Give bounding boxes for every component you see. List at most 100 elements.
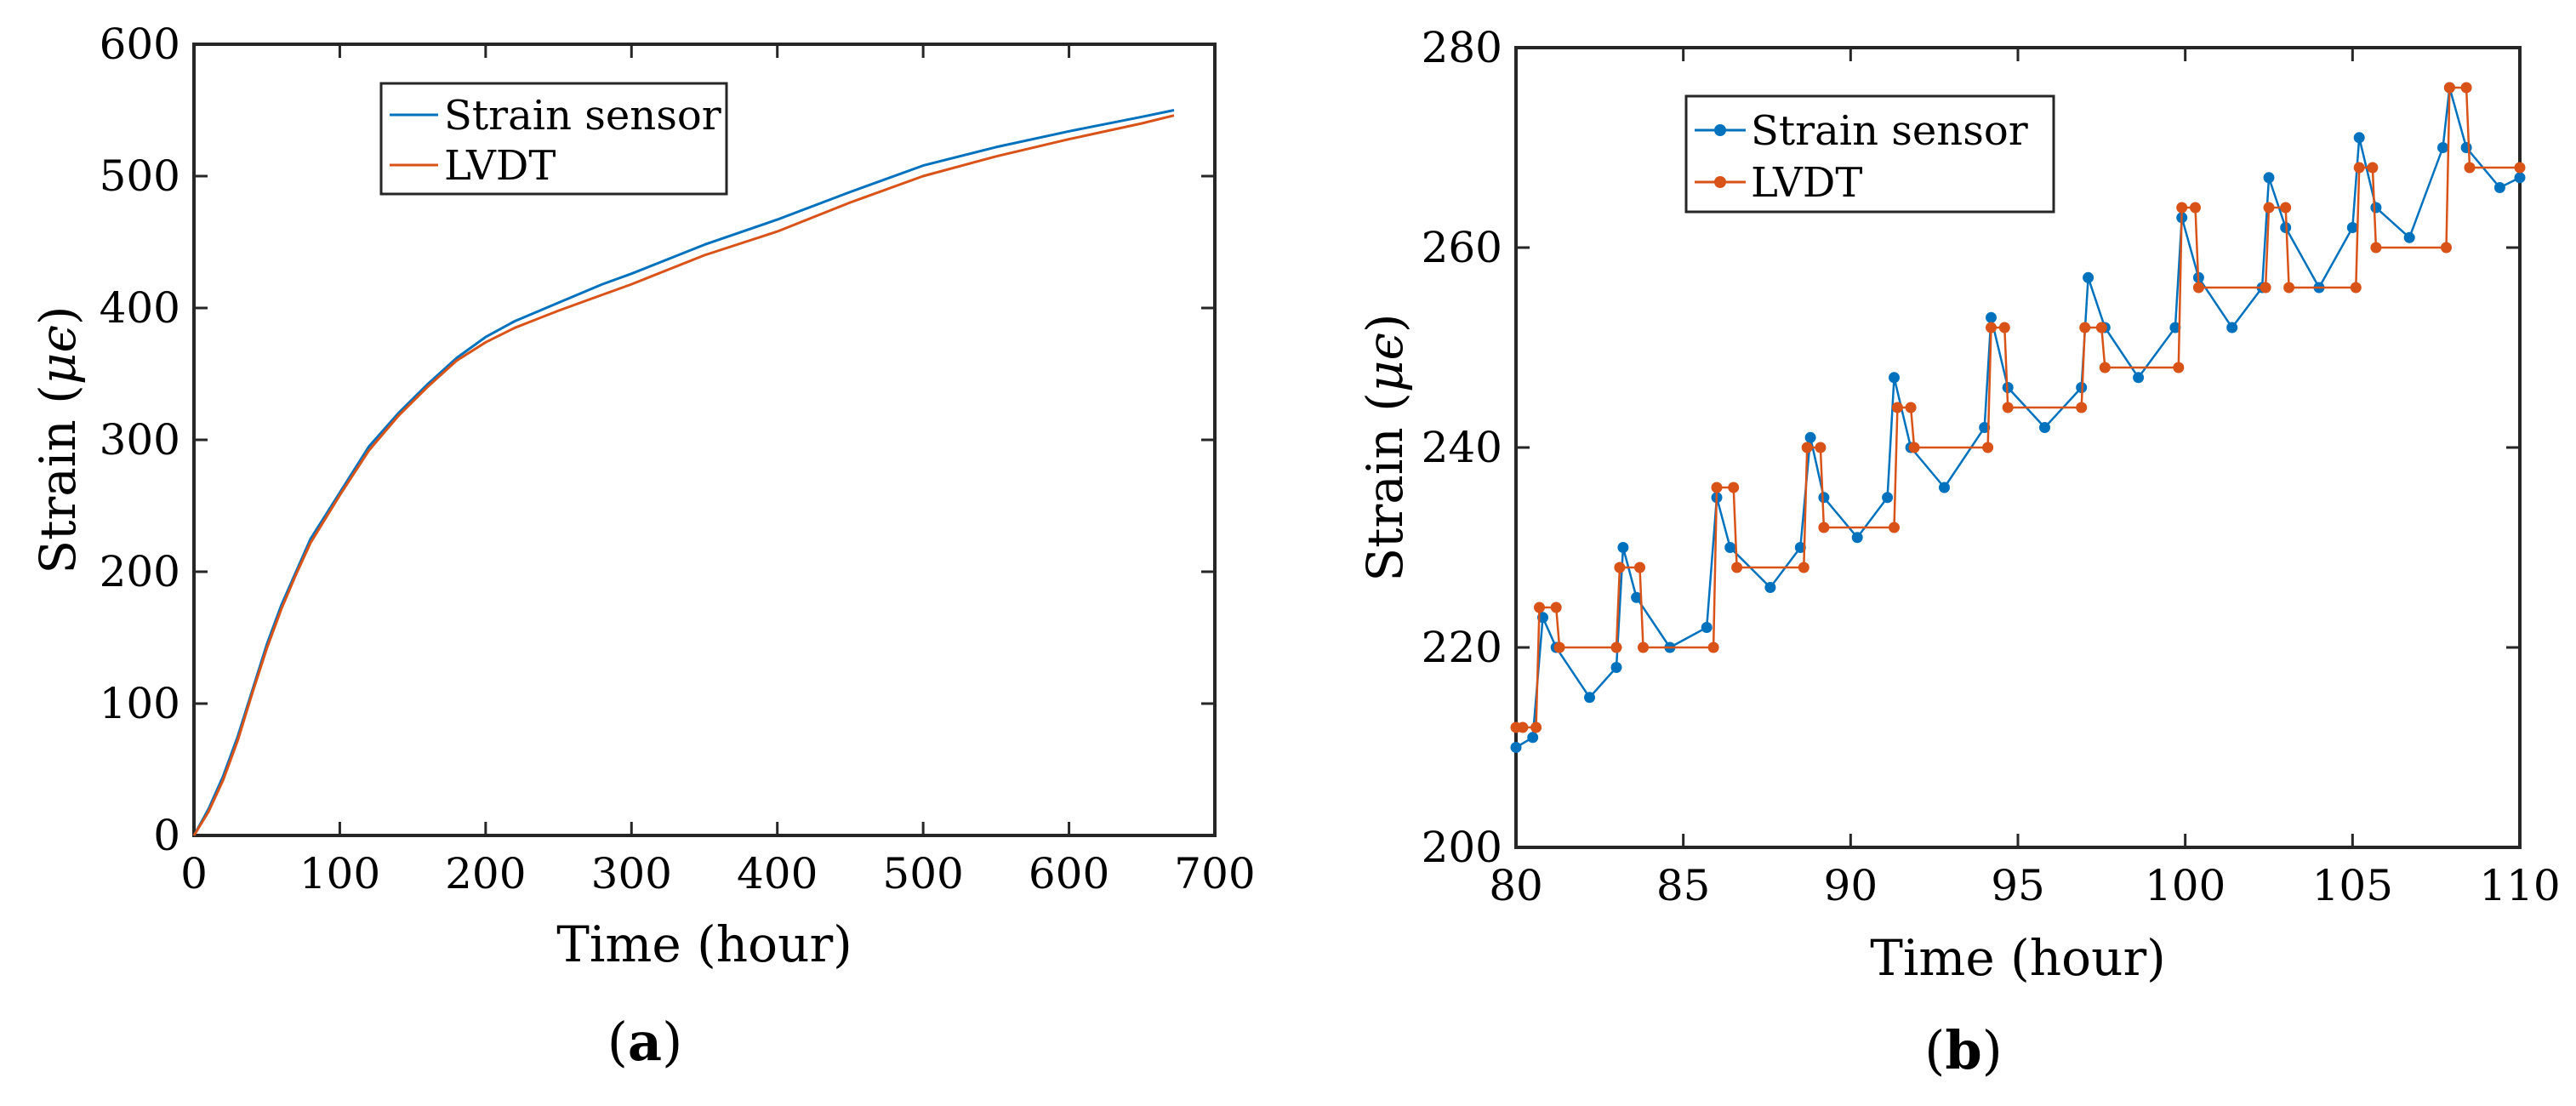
panel-b-series-strain-sensor-point-38 (2354, 132, 2365, 143)
panel-a-ytick-label-2: 200 (100, 547, 180, 596)
panel-b-xtick-label-2: 90 (1824, 861, 1878, 910)
panel-b-series-strain-sensor-point-16 (1852, 532, 1863, 543)
panel-b-series-lvdt-point-27 (2079, 322, 2090, 334)
panel-b-series-lvdt-point-8 (1634, 562, 1645, 573)
panel-b-series-strain-sensor-point-1 (1527, 732, 1538, 743)
panel-a-xtick-label-1: 100 (299, 849, 380, 898)
panel-b-series-strain-sensor-point-6 (1617, 542, 1628, 553)
panel-b-series-strain-sensor-point-4 (1584, 692, 1595, 703)
panel-b-series-lvdt-point-38 (2351, 282, 2362, 294)
panel-b-series-lvdt-point-25 (2003, 402, 2014, 413)
panel-b-xtick-label-6: 110 (2479, 861, 2560, 910)
panel-b-ytick-label-1: 220 (1422, 623, 1502, 672)
panel-b-series-strain-sensor-point-32 (2226, 322, 2237, 334)
panel-a-xtick-label-0: 0 (180, 849, 208, 898)
panel-b-series-lvdt-point-33 (2193, 282, 2204, 294)
panel-b-series-lvdt-point-31 (2176, 202, 2187, 214)
panel-b-series-strain-sensor-point-17 (1882, 492, 1893, 503)
panel-b-legend-strain-dot (1714, 124, 1726, 136)
panel-a-ytick-label-4: 400 (100, 283, 180, 333)
panel-b-x-axis-label: Time (hour) (1870, 929, 2166, 987)
panel-b-series-strain-sensor-point-37 (2347, 222, 2358, 233)
panel-b-series-lvdt-point-41 (2370, 242, 2381, 254)
panel-b: 80859095100105110200220240260280 Time (h… (1356, 23, 2561, 1081)
panel-b-series-strain-sensor-point-24 (2039, 422, 2050, 433)
panel-a-y-axis-label: Strain (μϵ) (29, 305, 87, 573)
panel-b-series-lvdt-point-15 (1802, 442, 1813, 453)
panel-b-series-lvdt-point-28 (2096, 322, 2107, 334)
panel-b-series-strain-sensor-point-28 (2133, 372, 2144, 383)
panel-b-legend-strain-label: Strain sensor (1751, 107, 2028, 155)
panel-b-series-lvdt-point-16 (1815, 442, 1826, 453)
panel-a-xtick-label-3: 300 (591, 849, 672, 898)
panel-b-series-strain-sensor-point-26 (2083, 272, 2094, 283)
panel-b-series-lvdt-point-37 (2283, 282, 2294, 294)
panel-b-series-lvdt-point-30 (2173, 362, 2184, 373)
panel-b-series-strain-sensor-point-34 (2264, 172, 2275, 183)
panel-a-xtick-label-6: 600 (1029, 849, 1109, 898)
panel-a-legend-lvdt-label: LVDT (444, 142, 556, 190)
panel-b-series-lvdt-point-40 (2367, 162, 2378, 174)
panel-b-series-lvdt-point-23 (1986, 322, 1997, 334)
panel-b-series-strain-sensor-point-22 (1986, 312, 1997, 323)
panel-b-series-lvdt-point-43 (2444, 83, 2455, 94)
panel-b-series-strain-sensor-point-14 (1805, 432, 1816, 443)
panel-b-xtick-label-5: 105 (2312, 861, 2393, 910)
panel-b-series-lvdt-point-12 (1728, 482, 1739, 493)
panel-b-series-lvdt-point-7 (1614, 562, 1625, 573)
panel-b-series-strain-sensor-point-20 (1939, 482, 1950, 493)
panel-a-ytick-label-6: 600 (100, 20, 180, 69)
panel-b-series-lvdt-point-34 (2260, 282, 2271, 294)
panel-b-series-lvdt-point-5 (1554, 642, 1565, 653)
panel-b-series-lvdt-point-13 (1731, 562, 1742, 573)
panel-b-caption: (b) (1924, 1019, 2003, 1081)
panel-b-series-strain-sensor-point-0 (1511, 742, 1522, 753)
panel-b-series-lvdt-point-14 (1798, 562, 1809, 573)
panel-a-xtick-label-2: 200 (445, 849, 526, 898)
panel-a-caption: (a) (607, 1011, 683, 1073)
panel-b-series-strain-sensor-point-43 (2461, 142, 2472, 153)
panel-b-series-lvdt-point-2 (1530, 722, 1542, 733)
panel-b-ytick-label-0: 200 (1422, 823, 1502, 872)
panel-b-series-lvdt-point-9 (1638, 642, 1649, 653)
panel-a-xtick-label-4: 400 (737, 849, 818, 898)
panel-b-series-lvdt-point-21 (1909, 442, 1920, 453)
panel-b-series-strain-sensor-point-40 (2404, 232, 2415, 243)
panel-b-ytick-label-3: 260 (1422, 223, 1502, 272)
panel-b-series-lvdt-point-18 (1889, 522, 1900, 533)
panel-b-series-lvdt-point-32 (2190, 202, 2201, 214)
panel-b-ytick-label-4: 280 (1422, 23, 1502, 72)
panel-b-series-lvdt-point-11 (1712, 482, 1723, 493)
panel-b-series-lvdt-point-35 (2264, 202, 2275, 214)
panel-b-series-lvdt-point-3 (1534, 602, 1545, 613)
panel-a-ytick-label-0: 0 (153, 811, 180, 860)
panel-b-ytick-label-2: 240 (1422, 423, 1502, 472)
panel-b-series-lvdt-point-29 (2100, 362, 2111, 373)
panel-b-series-lvdt-point-46 (2515, 162, 2526, 174)
panel-b-series-lvdt-point-19 (1892, 402, 1903, 413)
panel-a-xtick-label-7: 700 (1174, 849, 1255, 898)
panel-b-y-axis-label: Strain (μϵ) (1356, 313, 1414, 581)
panel-b-series-strain-sensor-point-45 (2515, 172, 2526, 183)
panel-b-xtick-label-4: 100 (2145, 861, 2226, 910)
panel-b-series-lvdt-point-6 (1611, 642, 1622, 653)
panel-b-series-lvdt-point-20 (1906, 402, 1917, 413)
panel-b-legend: Strain sensor LVDT (1686, 96, 2054, 212)
panel-b-legend-lvdt-dot (1714, 176, 1726, 188)
panel-b-series-strain-sensor-point-44 (2494, 182, 2505, 193)
panel-b-series-strain-sensor-point-11 (1724, 542, 1735, 553)
panel-b-xtick-label-3: 95 (1991, 861, 2045, 910)
panel-a-x-axis-label: Time (hour) (556, 915, 852, 973)
panel-b-series-strain-sensor-point-5 (1611, 662, 1622, 673)
panel-b-series-lvdt-point-26 (2076, 402, 2087, 413)
panel-b-series-lvdt-point-17 (1818, 522, 1829, 533)
panel-b-series-lvdt-point-36 (2280, 202, 2291, 214)
panel-a-xtick-label-5: 500 (882, 849, 963, 898)
panel-b-series-lvdt-point-44 (2461, 83, 2472, 94)
panel-a: 0100200300400500600700010020030040050060… (29, 20, 1256, 1073)
panel-b-series-lvdt-point-42 (2441, 242, 2452, 254)
panel-a-legend: Strain sensor LVDT (381, 83, 727, 194)
panel-b-series-strain-sensor-point-18 (1889, 372, 1900, 383)
panel-b-series-lvdt-point-24 (1999, 322, 2010, 334)
panel-b-series-strain-sensor-point-15 (1818, 492, 1829, 503)
